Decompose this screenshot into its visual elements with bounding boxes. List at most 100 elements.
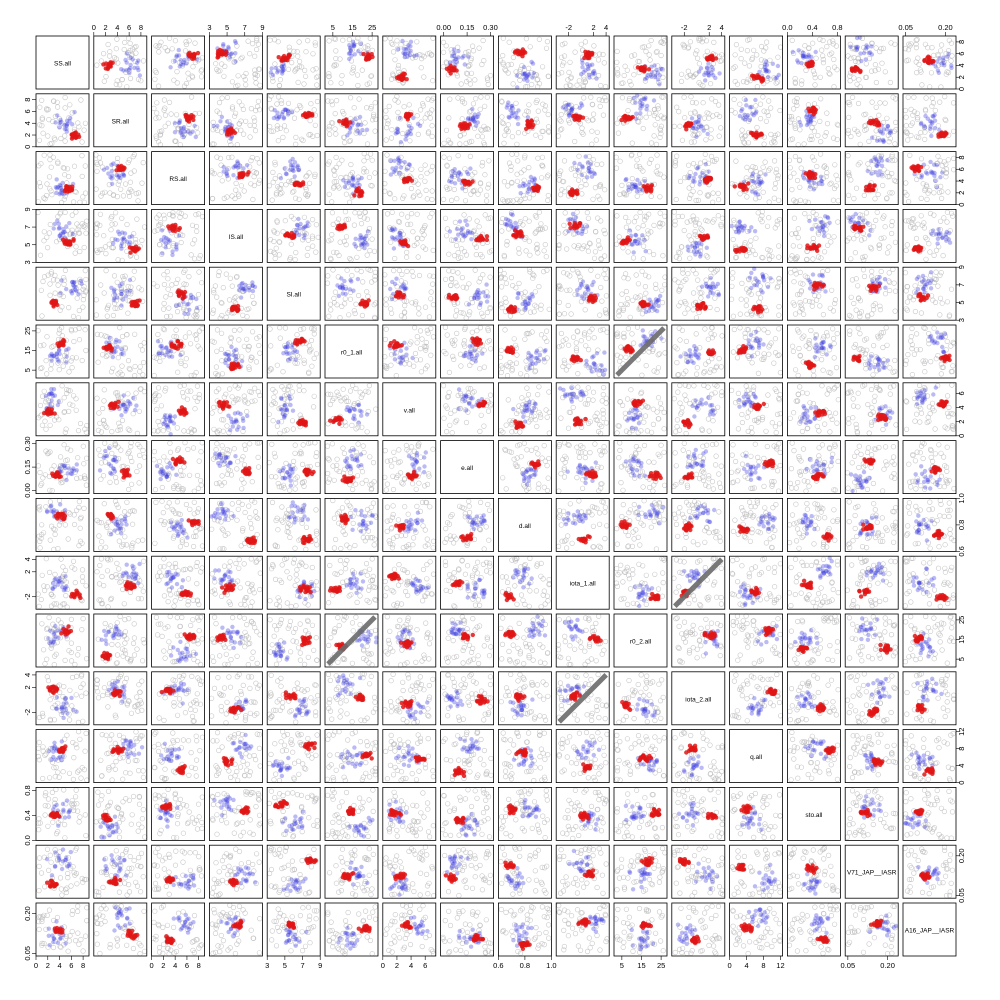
prior-point	[719, 215, 726, 221]
prior-point	[331, 36, 337, 42]
variable-label: IS.all	[229, 234, 244, 241]
selected-point	[813, 172, 818, 177]
prior-point	[198, 68, 204, 74]
prior-point	[293, 141, 299, 147]
panel-frame	[208, 35, 263, 90]
posterior-point	[127, 66, 133, 71]
prior-point	[821, 249, 828, 255]
posterior-point	[691, 175, 696, 180]
prior-point	[383, 114, 389, 121]
posterior-point	[940, 235, 945, 240]
prior-point	[199, 214, 206, 220]
prior-point	[555, 71, 562, 77]
selected-point	[535, 186, 541, 191]
prior-point	[152, 228, 158, 234]
prior-point	[238, 56, 244, 62]
prior-point	[590, 196, 596, 202]
prior-point	[233, 187, 239, 193]
selected-point	[63, 187, 68, 193]
posterior-point	[233, 51, 238, 56]
selected-point	[192, 52, 197, 57]
prior-point	[950, 213, 956, 219]
prior-point	[408, 185, 415, 192]
prior-point	[123, 69, 129, 75]
posterior-point	[818, 219, 824, 225]
posterior-point	[187, 307, 192, 312]
posterior-point	[116, 174, 121, 180]
prior-point	[115, 181, 121, 187]
posterior-point	[585, 175, 590, 180]
prior-point	[624, 67, 630, 73]
prior-point	[267, 37, 273, 43]
posterior-point	[461, 54, 466, 59]
prior-point	[364, 105, 370, 111]
prior-point	[845, 192, 852, 198]
selected-point	[182, 294, 187, 300]
prior-point	[409, 166, 415, 172]
posterior-point	[109, 285, 114, 290]
prior-point	[222, 63, 228, 69]
prior-point	[904, 242, 910, 248]
prior-point	[919, 82, 925, 88]
prior-point	[82, 120, 88, 126]
prior-point	[908, 132, 914, 139]
prior-point	[534, 245, 540, 251]
posterior-point	[510, 212, 515, 218]
prior-point	[555, 133, 561, 139]
prior-point	[107, 49, 113, 55]
prior-point	[704, 48, 710, 54]
posterior-point	[865, 221, 870, 226]
prior-point	[192, 256, 198, 262]
posterior-point	[358, 41, 364, 47]
prior-point	[942, 93, 948, 100]
prior-point	[388, 239, 394, 245]
prior-point	[467, 62, 473, 68]
prior-point	[863, 210, 870, 216]
scatter-panel	[266, 151, 321, 206]
prior-point	[310, 51, 316, 57]
posterior-point	[642, 76, 648, 82]
posterior-point	[228, 52, 233, 57]
prior-point	[658, 113, 664, 119]
prior-point	[929, 44, 935, 51]
prior-point	[867, 244, 874, 250]
prior-point	[798, 165, 804, 171]
prior-point	[739, 127, 745, 133]
prior-point	[314, 82, 320, 88]
prior-point	[313, 66, 319, 72]
posterior-point	[356, 177, 361, 182]
prior-point	[802, 198, 809, 204]
posterior-point	[172, 58, 178, 64]
prior-point	[355, 35, 361, 41]
prior-point	[454, 242, 460, 249]
prior-point	[484, 198, 490, 204]
scatter-panel	[208, 35, 263, 90]
prior-point	[763, 118, 770, 124]
prior-point	[223, 271, 229, 277]
prior-point	[902, 45, 909, 52]
prior-point	[326, 71, 332, 77]
posterior-point	[54, 190, 59, 196]
prior-point	[414, 211, 420, 217]
prior-point	[596, 96, 602, 103]
prior-point	[760, 164, 766, 170]
prior-point	[138, 78, 144, 84]
prior-point	[868, 246, 875, 252]
posterior-point	[825, 214, 830, 220]
prior-point	[803, 67, 809, 73]
prior-point	[846, 173, 853, 179]
selected-point	[759, 77, 764, 82]
posterior-point	[938, 175, 943, 180]
prior-point	[797, 243, 803, 249]
posterior-point	[689, 116, 695, 121]
prior-point	[212, 283, 218, 289]
prior-point	[534, 119, 540, 125]
prior-point	[382, 36, 388, 42]
prior-point	[473, 96, 479, 102]
prior-point	[931, 252, 937, 258]
prior-point	[354, 254, 360, 260]
prior-point	[538, 175, 545, 181]
prior-point	[542, 242, 548, 248]
prior-point	[369, 47, 375, 54]
prior-point	[797, 127, 803, 133]
